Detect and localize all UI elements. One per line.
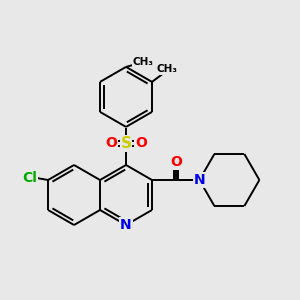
- Text: N: N: [120, 218, 132, 232]
- Text: O: O: [135, 136, 147, 150]
- Text: O: O: [105, 136, 117, 150]
- Text: O: O: [170, 155, 182, 169]
- Text: CH₃: CH₃: [157, 64, 178, 74]
- Text: N: N: [194, 173, 205, 187]
- Text: Cl: Cl: [22, 171, 37, 185]
- Text: CH₃: CH₃: [133, 56, 154, 67]
- Text: S: S: [121, 136, 131, 151]
- Text: N: N: [194, 173, 205, 187]
